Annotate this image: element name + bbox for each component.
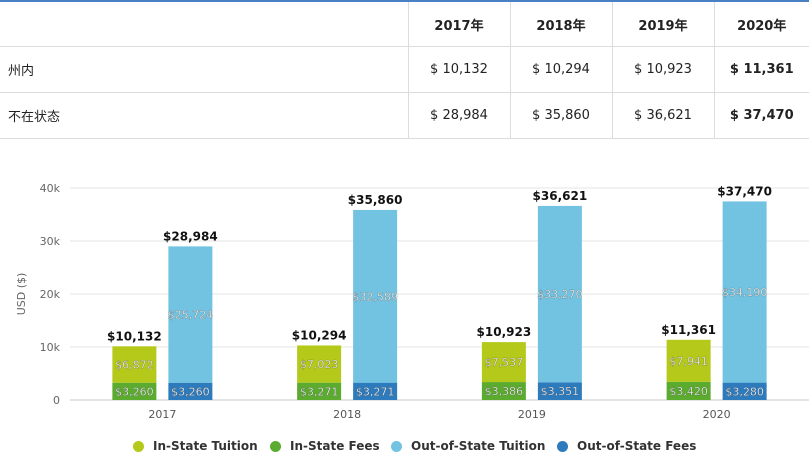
bar-segment (112, 382, 157, 400)
legend-item-in-state-fees[interactable]: In-State Fees (270, 439, 380, 453)
bar-segment (168, 246, 213, 383)
legend-label: Out-of-State Tuition (411, 439, 546, 453)
table-cell: $ 28,984 (407, 92, 510, 139)
legend-item-out-of-state-tuition[interactable]: Out-of-State Tuition (391, 439, 545, 453)
data-label: $7,537 (485, 356, 524, 369)
x-tick-label: 2020 (703, 408, 731, 421)
y-tick-label: 30k (40, 235, 61, 248)
total-label: $35,860 (348, 193, 403, 207)
data-label: $3,351 (541, 385, 580, 398)
bar-segment (537, 205, 582, 383)
bar-segment (666, 381, 711, 400)
table-cell: $ 10,132 (407, 46, 510, 93)
data-label: $3,260 (115, 385, 154, 398)
total-label: $10,132 (107, 329, 162, 343)
bar-segment (353, 209, 398, 383)
table-cell: $ 36,621 (611, 92, 714, 139)
bar-segment (722, 382, 767, 400)
legend-swatch (391, 440, 402, 452)
legend-swatch (557, 440, 568, 452)
table-cell: $ 11,361 (713, 46, 809, 93)
bar-segment (722, 201, 767, 383)
data-label: $7,941 (669, 355, 708, 368)
data-label: $3,420 (669, 385, 708, 398)
table-cell: $ 10,923 (611, 46, 714, 93)
y-tick-label: 20k (40, 288, 61, 301)
total-label: $11,361 (661, 323, 716, 337)
total-label: $37,470 (717, 184, 772, 198)
x-tick-label: 2019 (518, 408, 546, 421)
total-label: $10,294 (292, 328, 347, 342)
data-label: $34,190 (722, 286, 768, 299)
y-axis-label: USD ($) (15, 273, 28, 316)
bar-segment (537, 382, 582, 400)
bar-segment (297, 382, 342, 400)
data-label: $7,023 (300, 358, 339, 371)
table-header-row: 2017年 2018年 2019年 2020年 (0, 2, 809, 47)
y-tick-label: 10k (40, 341, 61, 354)
table-header-empty (0, 2, 408, 47)
legend-label: In-State Tuition (153, 439, 258, 453)
row-label-out-of-state: 不在状态 (0, 92, 408, 139)
data-label: $33,270 (537, 288, 583, 301)
legend-swatch (133, 440, 144, 452)
total-label: $10,923 (477, 325, 532, 339)
table-header-2019: 2019年 (611, 2, 714, 47)
bar-segment (297, 345, 342, 383)
table-row: 州内 $ 10,132 $ 10,294 $ 10,923 $ 11,361 (0, 46, 809, 93)
row-label-in-state: 州内 (0, 46, 408, 93)
bar-segment (353, 382, 398, 400)
table-row: 不在状态 $ 28,984 $ 35,860 $ 36,621 $ 37,470 (0, 92, 809, 139)
total-label: $28,984 (163, 229, 218, 243)
data-label: $3,260 (171, 385, 210, 398)
data-label: $6,872 (115, 359, 154, 372)
bar-segment (481, 342, 526, 383)
table-cell: $ 10,294 (509, 46, 612, 93)
data-label: $3,271 (356, 385, 395, 398)
data-label: $25,724 (168, 309, 214, 322)
legend-label: In-State Fees (290, 439, 380, 453)
bar-segment (168, 382, 213, 400)
stacked-bar-chart: 0 10k 20k 30k 40k USD ($) $3,260 $6,872 $10,132 $… (15, 182, 809, 421)
legend-item-in-state-tuition[interactable]: In-State Tuition (133, 439, 258, 453)
cost-table: 2017年 2018年 2019年 2020年 州内 $ 10,132 $ 10… (0, 2, 809, 139)
table-header-2017: 2017年 (407, 2, 510, 47)
bar-segment (666, 339, 711, 382)
data-label: $3,386 (485, 385, 524, 398)
chart-legend: In-State Tuition In-State Fees Out-of-St… (0, 436, 809, 458)
table-header-2020: 2020年 (713, 2, 809, 47)
x-tick-label: 2018 (333, 408, 361, 421)
data-label: $32,589 (352, 290, 398, 303)
top-accent-rule (0, 0, 809, 2)
bar-segment (481, 382, 526, 400)
legend-item-out-of-state-fees[interactable]: Out-of-State Fees (557, 439, 696, 453)
table-header-2018: 2018年 (509, 2, 612, 47)
total-label: $36,621 (533, 189, 588, 203)
data-label: $3,280 (725, 385, 764, 398)
bar-segment (112, 346, 157, 383)
legend-label: Out-of-State Fees (577, 439, 697, 453)
data-label: $3,271 (300, 385, 339, 398)
table-cell: $ 35,860 (509, 92, 612, 139)
table-cell: $ 37,470 (713, 92, 809, 139)
y-tick-label: 0 (53, 394, 60, 407)
legend-swatch (270, 440, 281, 452)
x-tick-label: 2017 (148, 408, 176, 421)
y-tick-label: 40k (40, 182, 61, 195)
